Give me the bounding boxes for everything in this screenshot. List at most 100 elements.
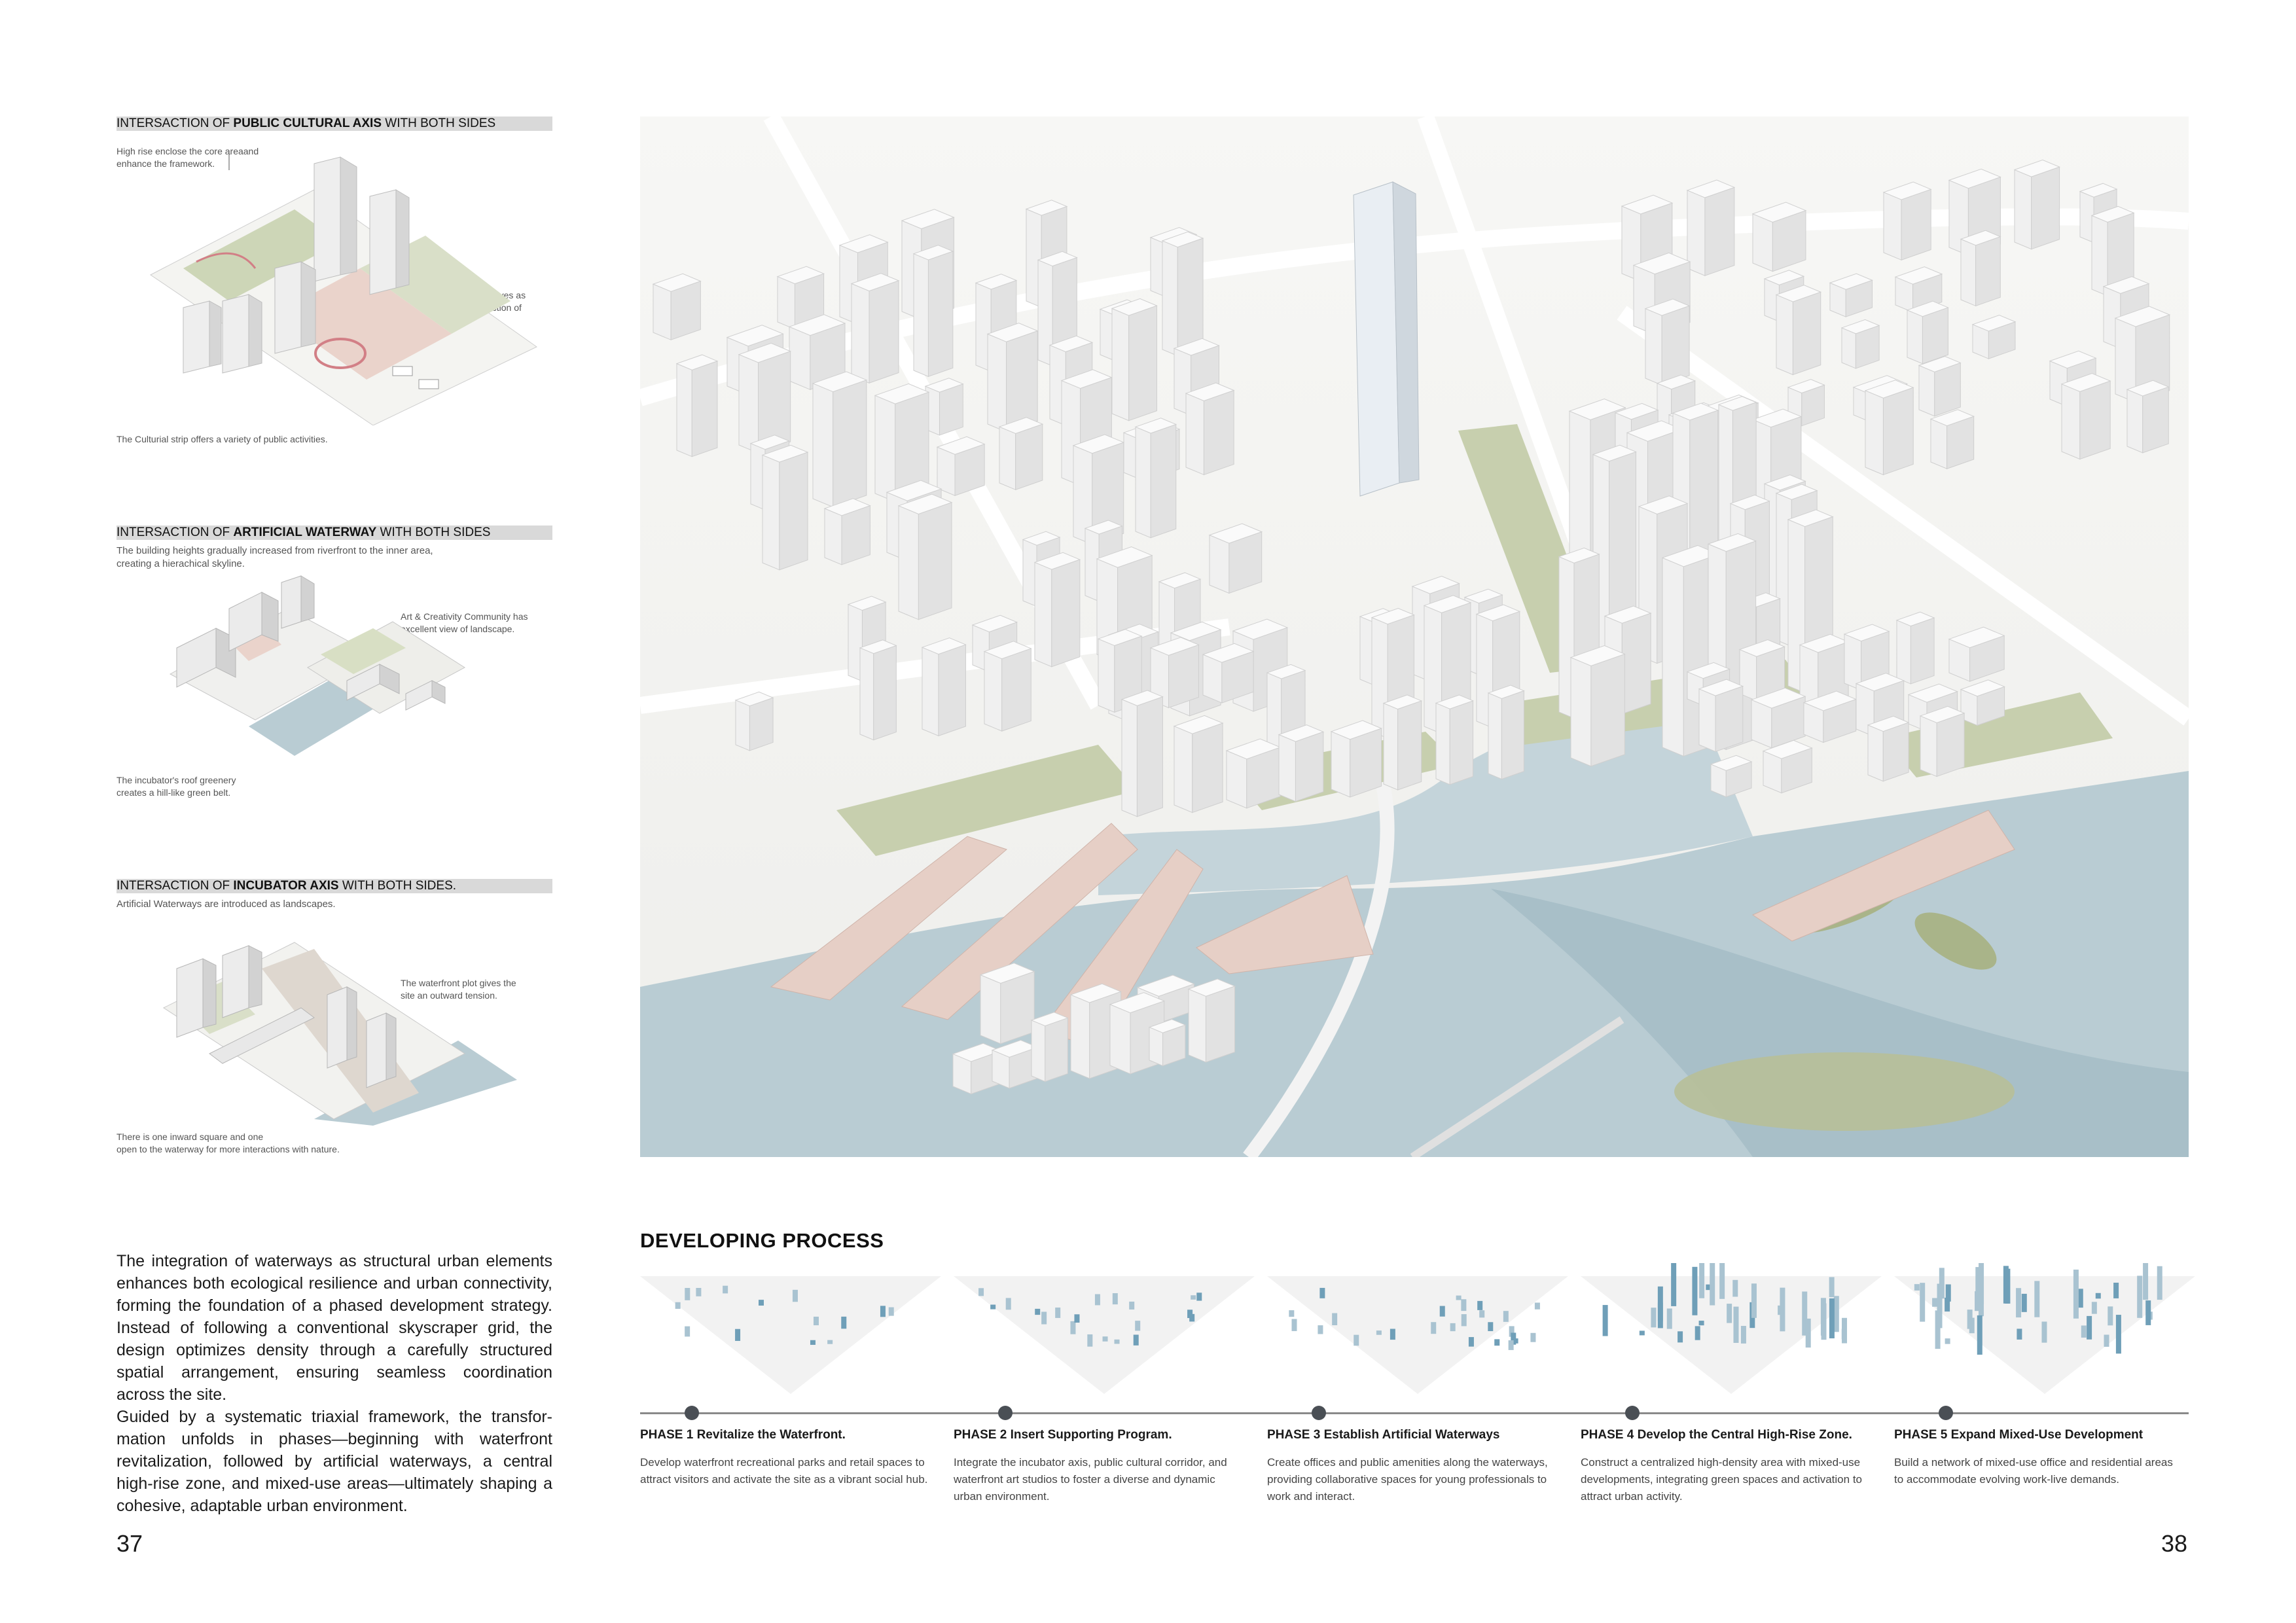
building-block xyxy=(2079,380,2111,460)
building-block xyxy=(1656,374,1696,390)
building-block xyxy=(1185,393,1204,476)
building-block xyxy=(2102,276,2150,294)
building-block xyxy=(1128,305,1157,421)
building-block xyxy=(1717,396,1757,411)
building-block xyxy=(1397,700,1422,791)
thumbnail-block xyxy=(1332,1313,1338,1325)
building-block xyxy=(1715,685,1744,753)
thumbnail-block xyxy=(1461,1314,1467,1327)
building-block xyxy=(812,383,834,508)
thumbnail-block xyxy=(1975,1267,1981,1310)
thumbnail-block xyxy=(1291,1319,1297,1331)
building-block xyxy=(1686,179,1736,198)
building-block xyxy=(1829,273,1873,290)
building-block xyxy=(734,691,774,707)
building-block xyxy=(901,209,955,230)
building-block xyxy=(1187,978,1236,997)
thumbnail-block xyxy=(685,1326,691,1337)
building-block xyxy=(738,342,792,363)
building-block xyxy=(749,697,774,751)
building-block xyxy=(1168,644,1199,709)
building-block xyxy=(983,641,1032,660)
building-block xyxy=(1840,319,1880,334)
building-block xyxy=(1022,531,1061,546)
building-block xyxy=(922,647,939,737)
building-block xyxy=(1111,308,1130,421)
building-block xyxy=(1135,426,1151,539)
thumbnail-block xyxy=(1494,1339,1500,1346)
building-block xyxy=(1121,698,1138,817)
building-block xyxy=(1960,238,1977,307)
building-block xyxy=(1792,291,1821,376)
thumbnail-block xyxy=(1318,1325,1323,1334)
building-block xyxy=(1971,315,2017,332)
building-block xyxy=(1162,240,1178,357)
building-block xyxy=(987,333,1007,433)
panel1-note-highrise: High rise enclose the core areaand enhan… xyxy=(117,146,259,169)
building-block xyxy=(1109,992,1166,1014)
panel2-note-art: Art & Creativity Community has excellent… xyxy=(401,611,528,634)
building-block xyxy=(1645,308,1662,386)
aerial-masterplan xyxy=(640,116,2189,1157)
building-block xyxy=(1070,994,1090,1079)
building-block xyxy=(1084,520,1123,535)
building-block xyxy=(1202,643,1255,663)
building-block xyxy=(1488,692,1502,780)
thumbnail-block xyxy=(2073,1270,2079,1319)
thumbnail-block xyxy=(2115,1315,2121,1354)
building-block xyxy=(1776,294,1793,376)
thumbnail-block xyxy=(1319,1287,1325,1298)
building-block xyxy=(1069,983,1122,1003)
building-block xyxy=(1844,633,1862,691)
building-block xyxy=(2061,383,2081,460)
building-block xyxy=(749,435,791,450)
building-block xyxy=(1638,495,1689,515)
thumbnail-block xyxy=(2041,1321,2047,1343)
thumbnail-block xyxy=(1935,1310,1941,1349)
building-block xyxy=(1918,365,1935,417)
phase1-description: Develop waterfront recreational parks an… xyxy=(640,1456,928,1486)
building-block xyxy=(938,644,966,737)
building-block xyxy=(1661,305,1690,386)
building-block xyxy=(1787,379,1825,394)
building-block xyxy=(2031,166,2060,250)
phase1-thumbnail xyxy=(640,1276,941,1394)
building-block xyxy=(653,283,672,341)
building-block xyxy=(1097,629,1143,647)
building-block xyxy=(1266,664,1306,679)
thumbnail-block xyxy=(1390,1329,1395,1340)
aerial-buildings xyxy=(652,159,2171,1095)
heading-suffix: WITH BOTH SIDES xyxy=(382,116,496,130)
building-block xyxy=(1072,434,1125,454)
building-block xyxy=(847,596,887,611)
thumbnail-block xyxy=(1692,1266,1698,1315)
building-block xyxy=(1918,356,1962,372)
panel3-note-waterfront: The waterfront plot gives the site an ou… xyxy=(401,978,516,1001)
phase1-title: PHASE 1 Revitalize the Waterfront. xyxy=(640,1428,846,1442)
building-block xyxy=(676,363,692,457)
building-block xyxy=(1295,731,1324,802)
building-block xyxy=(1475,604,1521,622)
building-block xyxy=(1901,188,1931,260)
building-block xyxy=(2079,183,2118,198)
thumbnail-block xyxy=(1945,1338,1950,1344)
building-block xyxy=(1423,595,1472,613)
phase2-thumbnail xyxy=(954,1276,1255,1394)
building-block xyxy=(1762,740,1813,759)
building-block xyxy=(1161,231,1204,248)
building-block xyxy=(1975,236,2001,307)
thumbnail-block xyxy=(1833,1296,1839,1332)
panel3-subtitle: Artificial Waterways are introduced as l… xyxy=(117,899,336,910)
thumbnail-block xyxy=(1978,1302,1984,1317)
thumbnail-block xyxy=(813,1316,819,1326)
thumbnail-block xyxy=(735,1329,741,1341)
thumbnail-block xyxy=(1829,1298,1835,1339)
building-block xyxy=(1841,327,1856,369)
panel1-note-cultural: The Culturial strip offers a variety of … xyxy=(117,434,328,444)
thumbnail-block xyxy=(1914,1284,1920,1291)
building-block xyxy=(1121,690,1164,706)
thumbnail-block xyxy=(1979,1263,1984,1304)
building-block xyxy=(1751,408,1803,428)
building-block xyxy=(2060,373,2111,392)
thumbnail-block xyxy=(1511,1332,1516,1345)
